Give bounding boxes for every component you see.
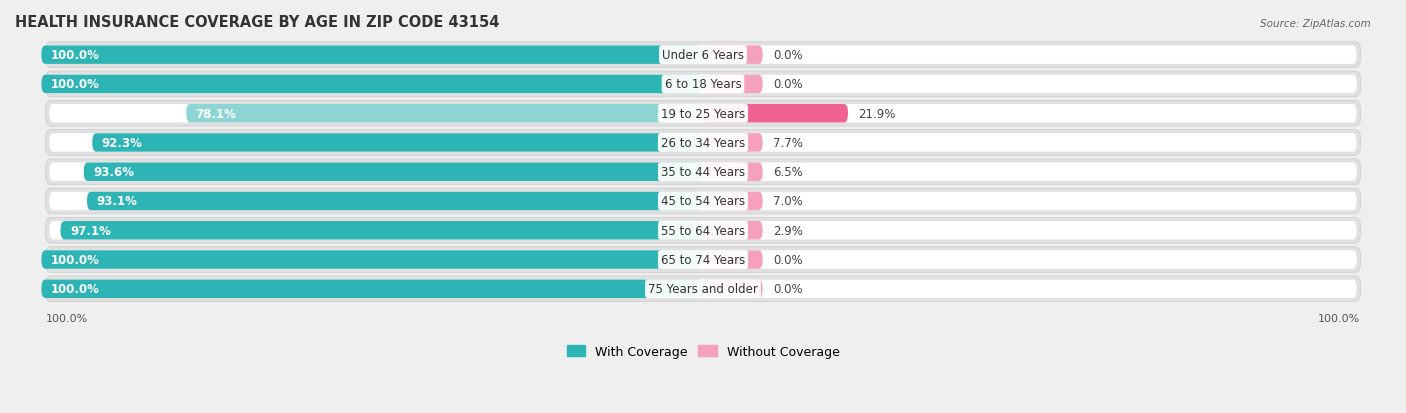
FancyBboxPatch shape: [93, 134, 703, 152]
Text: 100.0%: 100.0%: [51, 49, 100, 62]
FancyBboxPatch shape: [60, 221, 703, 240]
FancyBboxPatch shape: [703, 280, 762, 298]
FancyBboxPatch shape: [49, 76, 1357, 94]
FancyBboxPatch shape: [49, 221, 1357, 240]
FancyBboxPatch shape: [49, 163, 1357, 181]
Text: 100.0%: 100.0%: [45, 313, 87, 323]
Text: 100.0%: 100.0%: [1319, 313, 1361, 323]
Text: 2.9%: 2.9%: [773, 224, 803, 237]
FancyBboxPatch shape: [49, 192, 1357, 211]
FancyBboxPatch shape: [45, 43, 1361, 69]
FancyBboxPatch shape: [87, 192, 703, 211]
FancyBboxPatch shape: [49, 105, 1357, 123]
Text: 0.0%: 0.0%: [773, 78, 803, 91]
FancyBboxPatch shape: [45, 247, 1361, 273]
FancyBboxPatch shape: [45, 218, 1361, 244]
Text: 21.9%: 21.9%: [859, 107, 896, 121]
Text: 100.0%: 100.0%: [51, 254, 100, 266]
FancyBboxPatch shape: [84, 163, 703, 181]
FancyBboxPatch shape: [41, 280, 703, 298]
FancyBboxPatch shape: [41, 251, 703, 269]
FancyBboxPatch shape: [703, 251, 762, 269]
Text: 0.0%: 0.0%: [773, 49, 803, 62]
Legend: With Coverage, Without Coverage: With Coverage, Without Coverage: [561, 340, 845, 363]
Text: Under 6 Years: Under 6 Years: [662, 49, 744, 62]
Text: 100.0%: 100.0%: [51, 78, 100, 91]
Text: HEALTH INSURANCE COVERAGE BY AGE IN ZIP CODE 43154: HEALTH INSURANCE COVERAGE BY AGE IN ZIP …: [15, 15, 499, 30]
FancyBboxPatch shape: [703, 221, 762, 240]
FancyBboxPatch shape: [45, 276, 1361, 302]
Text: 75 Years and older: 75 Years and older: [648, 282, 758, 296]
Text: 65 to 74 Years: 65 to 74 Years: [661, 254, 745, 266]
FancyBboxPatch shape: [703, 76, 762, 94]
Text: 93.6%: 93.6%: [93, 166, 134, 179]
Text: 7.0%: 7.0%: [773, 195, 803, 208]
FancyBboxPatch shape: [49, 280, 1357, 298]
Text: 93.1%: 93.1%: [97, 195, 138, 208]
FancyBboxPatch shape: [186, 105, 703, 123]
FancyBboxPatch shape: [49, 251, 1357, 269]
Text: 78.1%: 78.1%: [195, 107, 236, 121]
Text: 100.0%: 100.0%: [51, 282, 100, 296]
Text: 55 to 64 Years: 55 to 64 Years: [661, 224, 745, 237]
Text: 0.0%: 0.0%: [773, 254, 803, 266]
Text: 92.3%: 92.3%: [101, 137, 142, 150]
FancyBboxPatch shape: [703, 105, 848, 123]
FancyBboxPatch shape: [703, 163, 762, 181]
FancyBboxPatch shape: [45, 72, 1361, 97]
Text: 6 to 18 Years: 6 to 18 Years: [665, 78, 741, 91]
Text: 0.0%: 0.0%: [773, 282, 803, 296]
FancyBboxPatch shape: [45, 189, 1361, 214]
Text: 35 to 44 Years: 35 to 44 Years: [661, 166, 745, 179]
Text: 97.1%: 97.1%: [70, 224, 111, 237]
FancyBboxPatch shape: [45, 101, 1361, 127]
FancyBboxPatch shape: [45, 130, 1361, 156]
FancyBboxPatch shape: [703, 192, 762, 211]
Text: 26 to 34 Years: 26 to 34 Years: [661, 137, 745, 150]
FancyBboxPatch shape: [703, 46, 762, 65]
FancyBboxPatch shape: [45, 159, 1361, 185]
FancyBboxPatch shape: [49, 46, 1357, 65]
Text: 45 to 54 Years: 45 to 54 Years: [661, 195, 745, 208]
Text: 6.5%: 6.5%: [773, 166, 803, 179]
FancyBboxPatch shape: [703, 134, 762, 152]
Text: 7.7%: 7.7%: [773, 137, 803, 150]
FancyBboxPatch shape: [41, 46, 703, 65]
FancyBboxPatch shape: [41, 76, 703, 94]
Text: 19 to 25 Years: 19 to 25 Years: [661, 107, 745, 121]
FancyBboxPatch shape: [49, 134, 1357, 152]
Text: Source: ZipAtlas.com: Source: ZipAtlas.com: [1260, 19, 1371, 28]
